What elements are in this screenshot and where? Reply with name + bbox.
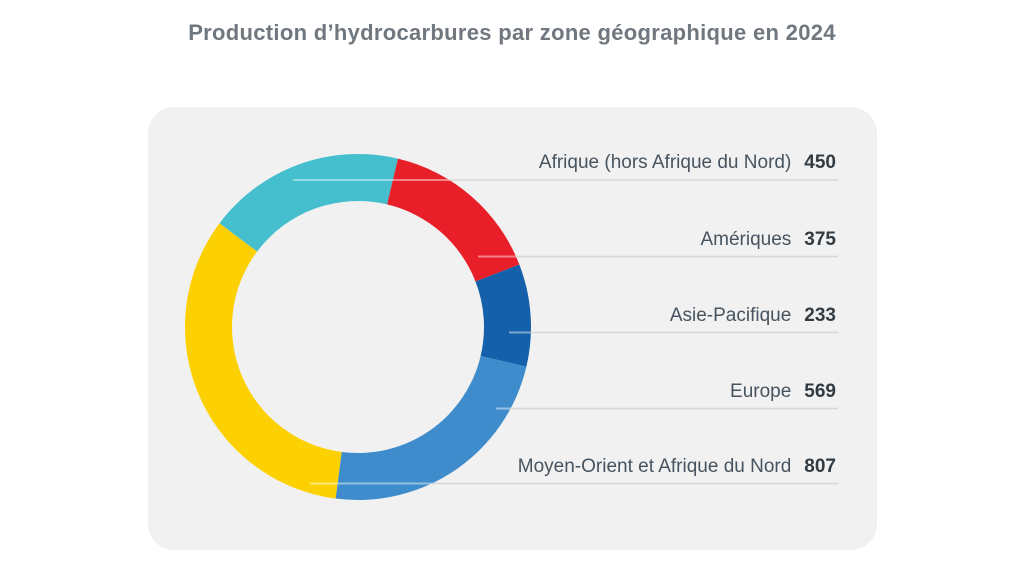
legend-row: Afrique (hors Afrique du Nord) 450 — [539, 150, 836, 176]
donut-segment-2 — [387, 158, 520, 282]
legend-value: 375 — [804, 228, 836, 250]
donut-segment-4 — [335, 355, 527, 500]
legend-label: Asie-Pacifique — [669, 304, 792, 326]
legend-row: Asie-Pacifique 233 — [670, 303, 836, 329]
legend-value: 807 — [804, 455, 836, 477]
legend-row: Moyen-Orient et Afrique du Nord 807 — [518, 454, 836, 480]
legend-label: Afrique (hors Afrique du Nord) — [538, 152, 792, 173]
legend-label: Amériques — [700, 228, 792, 250]
donut-segment-5 — [185, 223, 342, 499]
legend-value: 233 — [804, 304, 836, 326]
donut-segment-1 — [219, 153, 398, 252]
legend-row: Europe 569 — [730, 379, 836, 405]
legend-label: Moyen-Orient et Afrique du Nord — [517, 455, 792, 477]
legend-row: Amériques 375 — [700, 227, 836, 253]
chart-title: Production d’hydrocarbures par zone géog… — [188, 20, 836, 45]
legend-value: 450 — [804, 152, 836, 173]
legend-label: Europe — [730, 380, 792, 402]
legend-value: 569 — [804, 380, 836, 402]
donut-segment-3 — [475, 264, 532, 367]
